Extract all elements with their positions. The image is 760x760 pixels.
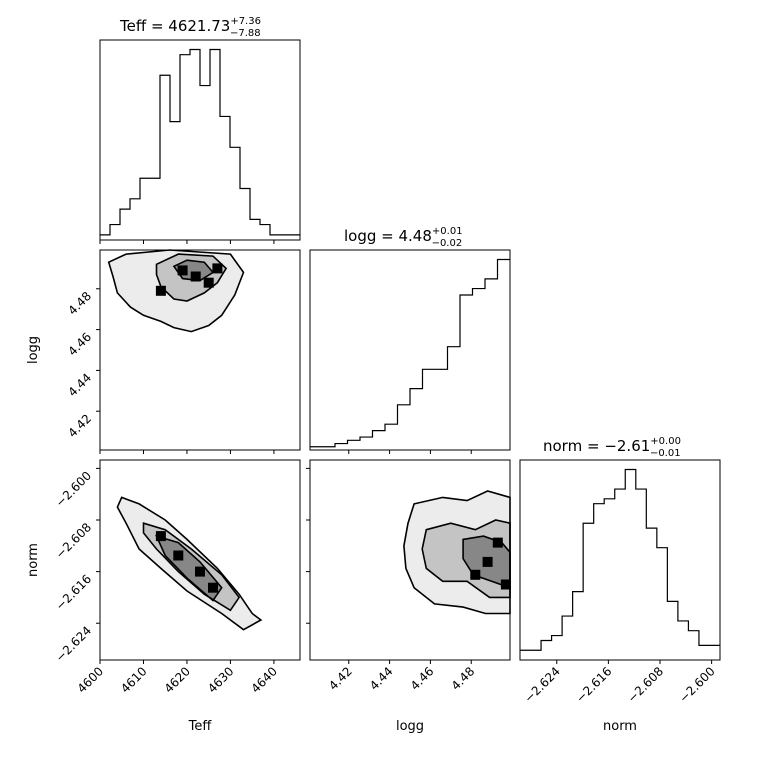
density-peak	[177, 265, 188, 276]
panel-teff-histogram	[99, 39, 301, 241]
histogram-logg	[310, 258, 510, 448]
xlabel-logg: logg	[396, 719, 424, 734]
contour-level-3	[155, 534, 223, 602]
contour-level-2	[155, 253, 228, 302]
density-level-3	[156, 536, 222, 601]
density-peak	[212, 263, 223, 274]
title-teff: Teff = 4621.73+7.36 −7.88	[119, 16, 261, 39]
density-peak	[470, 569, 481, 580]
panel-logg-histogram	[309, 249, 511, 451]
contour-level-2	[142, 522, 241, 612]
density-peak	[173, 550, 184, 561]
panel-norm-histogram	[519, 459, 721, 661]
density-peak	[482, 556, 493, 567]
contour-level-2	[421, 519, 511, 599]
density-peak	[492, 537, 503, 548]
panel-logg-vs-teff	[99, 249, 301, 451]
ylabel-logg: logg	[26, 336, 41, 364]
title-logg: logg = 4.48+0.01 −0.02	[344, 226, 463, 249]
density-peak	[155, 285, 166, 296]
xlabel-norm: norm	[603, 719, 637, 734]
histogram-teff	[100, 48, 300, 236]
panel-norm-vs-teff	[99, 459, 301, 661]
contour-level-1	[403, 490, 511, 615]
contour-level-1	[107, 249, 245, 333]
density-peak	[155, 531, 166, 542]
xlabel-teff: Teff	[188, 719, 213, 734]
title-norm: norm = −2.61+0.00 −0.01	[543, 436, 681, 459]
density-peak	[500, 579, 511, 590]
density-peak	[195, 566, 205, 577]
density-peak	[208, 582, 218, 593]
ylabel-norm: norm	[26, 543, 41, 577]
density-peak	[190, 271, 201, 282]
contour-level-1	[116, 496, 263, 631]
density-peak	[203, 277, 214, 288]
histogram-norm	[520, 468, 720, 651]
density-level-3	[173, 260, 213, 281]
